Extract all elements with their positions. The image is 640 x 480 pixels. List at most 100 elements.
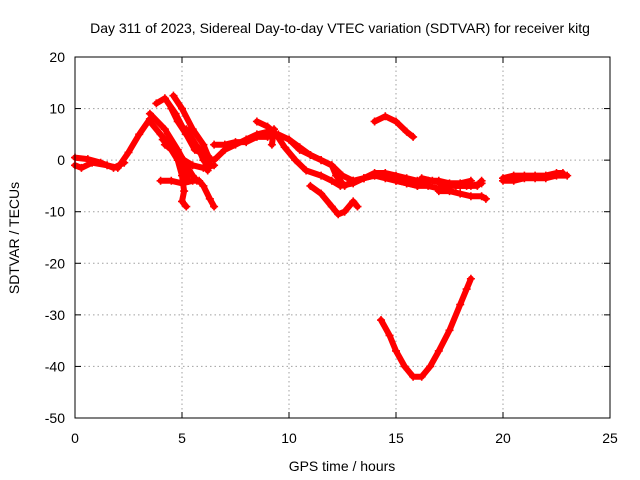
data-point — [178, 179, 186, 188]
data-point — [167, 104, 176, 113]
data-point — [392, 117, 400, 126]
data-point — [451, 181, 460, 190]
x-tick-label: 0 — [71, 430, 79, 446]
y-tick-label: -10 — [45, 204, 65, 220]
data-point — [203, 161, 212, 170]
y-axis-label: SDTVAR / TECUs — [6, 182, 22, 294]
data-point — [370, 169, 379, 178]
data-point — [152, 99, 161, 108]
data-point — [167, 176, 176, 185]
data-point — [252, 132, 261, 141]
data-point — [445, 326, 454, 335]
data-point — [178, 171, 186, 180]
data-point — [178, 197, 186, 206]
data-point — [381, 112, 390, 121]
data-point — [267, 140, 276, 149]
series-line — [307, 182, 361, 218]
data-point — [160, 94, 169, 103]
data-point — [135, 130, 144, 139]
data-point — [456, 189, 465, 198]
data-point — [402, 179, 411, 188]
data-point — [178, 104, 186, 113]
data-point — [199, 163, 208, 172]
y-tick-label: 0 — [57, 152, 65, 168]
data-point — [169, 91, 178, 100]
y-tick-label: -30 — [45, 307, 65, 323]
data-point — [199, 181, 208, 190]
data-point — [263, 132, 272, 141]
series-layer — [71, 91, 572, 381]
y-tick-label: -40 — [45, 358, 65, 374]
y-tick-label: 10 — [49, 101, 65, 117]
data-point — [83, 155, 92, 164]
data-point — [156, 176, 165, 185]
x-tick-label: 20 — [495, 430, 511, 446]
data-point — [477, 192, 486, 201]
x-tick-label: 15 — [388, 430, 404, 446]
x-tick-label: 10 — [281, 430, 297, 446]
data-point — [481, 194, 490, 203]
data-point — [434, 346, 443, 355]
data-point — [377, 316, 386, 325]
data-point — [210, 140, 219, 149]
data-point — [353, 202, 362, 211]
data-point — [477, 176, 486, 185]
data-point — [439, 179, 448, 188]
data-point — [317, 171, 326, 180]
data-point — [109, 163, 118, 172]
data-series-seg-24 — [499, 169, 567, 183]
data-point — [182, 125, 191, 134]
data-point — [210, 202, 219, 211]
data-point — [182, 202, 191, 211]
data-point — [306, 181, 315, 190]
data-point — [400, 362, 409, 371]
data-point — [199, 140, 208, 149]
data-point — [413, 181, 422, 190]
data-point — [302, 166, 311, 175]
x-tick-label: 25 — [602, 430, 618, 446]
data-point — [317, 189, 326, 198]
data-point — [280, 143, 289, 152]
data-point — [291, 156, 300, 165]
data-point — [173, 117, 182, 126]
data-point — [417, 174, 426, 183]
y-tick-label: 20 — [49, 49, 65, 65]
data-point — [327, 202, 336, 211]
y-tick-label: -20 — [45, 255, 65, 271]
data-point — [231, 138, 240, 147]
data-point — [462, 285, 471, 294]
data-series-seg-11 — [182, 125, 212, 170]
data-point — [252, 117, 261, 126]
data-series-seg-20 — [434, 187, 490, 203]
data-point — [332, 171, 341, 180]
data-point — [195, 176, 204, 185]
data-point — [220, 140, 229, 149]
data-series-seg-22 — [377, 274, 475, 381]
data-point — [295, 143, 304, 152]
data-point — [272, 130, 281, 139]
grid — [75, 57, 610, 418]
data-point — [158, 135, 167, 144]
series-line — [157, 177, 218, 210]
data-point — [263, 122, 272, 131]
series-line — [378, 275, 474, 380]
data-point — [340, 207, 349, 216]
ticks: 0 5 10 15 20 25 -50 -40 -30 -20 -10 0 10 20 — [45, 49, 618, 446]
data-point — [558, 169, 567, 178]
data-point — [520, 171, 529, 180]
data-series-seg-19 — [417, 174, 486, 190]
data-point — [210, 156, 219, 165]
data-point — [120, 158, 129, 167]
data-point — [409, 372, 418, 381]
data-point — [359, 174, 368, 183]
data-point — [306, 150, 315, 159]
data-point — [145, 117, 154, 126]
chart-title: Day 311 of 2023, Sidereal Day-to-day VTE… — [90, 20, 590, 36]
data-point — [77, 163, 86, 172]
data-point — [434, 187, 443, 196]
data-point — [462, 181, 471, 190]
data-point — [340, 181, 349, 190]
data-point — [563, 171, 572, 180]
data-point — [124, 148, 133, 157]
data-point — [509, 171, 518, 180]
